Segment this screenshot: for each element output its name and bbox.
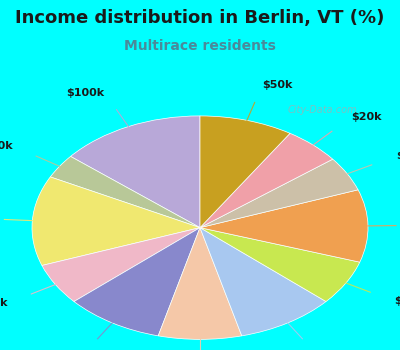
Wedge shape [50,156,200,228]
Wedge shape [200,133,333,228]
Wedge shape [200,159,358,228]
Wedge shape [42,228,200,301]
Text: $100k: $100k [66,88,105,98]
Text: $40k: $40k [0,141,13,151]
Text: $75k: $75k [394,296,400,307]
Wedge shape [200,190,368,262]
Wedge shape [200,116,290,228]
Text: City-Data.com: City-Data.com [288,105,358,115]
Text: Income distribution in Berlin, VT (%): Income distribution in Berlin, VT (%) [15,9,385,27]
Wedge shape [70,116,200,228]
Wedge shape [200,228,360,301]
Text: $150k: $150k [396,151,400,161]
Wedge shape [74,228,200,336]
Wedge shape [158,228,242,340]
Wedge shape [200,228,326,336]
Text: $50k: $50k [262,79,293,90]
Text: Multirace residents: Multirace residents [124,38,276,52]
Text: $20k: $20k [351,112,381,122]
Text: $10k: $10k [0,299,7,308]
Wedge shape [32,177,200,266]
